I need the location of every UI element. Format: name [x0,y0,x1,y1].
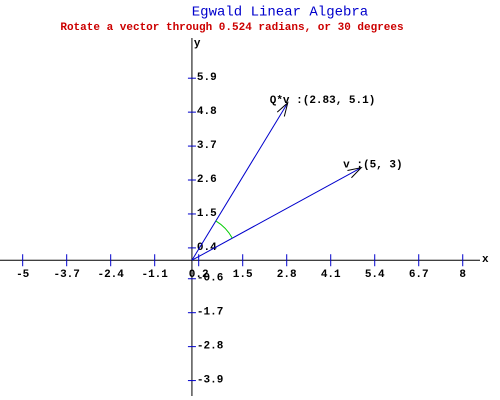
vector-label: v :(5, 3) [343,160,402,172]
chart-subtitle: Rotate a vector through 0.524 radians, o… [60,22,403,34]
x-tick-label: 8 [459,269,466,281]
y-tick-label: 0.4 [197,242,217,254]
y-tick-label: 5.9 [197,72,217,84]
y-tick-label: -0.6 [197,273,223,285]
x-tick-label: 4.1 [321,269,341,281]
x-tick-label: -1.1 [141,269,168,281]
arrow-head [347,166,363,179]
x-tick-label: 6.7 [409,269,429,281]
y-tick-label: 2.6 [197,174,217,186]
x-tick-label: 2.8 [277,269,297,281]
vector-label: Q*v :(2.83, 5.1) [270,95,376,107]
x-tick-label: -3.7 [53,269,79,281]
y-tick-label: -1.7 [197,307,223,319]
y-tick-label: -3.9 [197,374,223,386]
x-tick-label: -5 [16,269,30,281]
x-tick-label: 0.2 [189,269,209,281]
vector [191,102,289,261]
y-axis-label: y [194,38,201,50]
x-tick-label: 1.5 [233,269,253,281]
x-axis-label: x [482,254,489,266]
vector [191,167,362,261]
x-tick-label: 5.4 [365,269,385,281]
arrow-head [276,101,289,117]
angle-arc [215,220,233,239]
x-tick-label: -2.4 [97,269,124,281]
y-tick-label: 1.5 [197,208,217,220]
y-tick-label: 3.7 [197,140,217,152]
chart-title: Egwald Linear Algebra [192,5,368,21]
y-tick-label: -2.8 [197,341,224,353]
y-tick-label: 4.8 [197,106,217,118]
